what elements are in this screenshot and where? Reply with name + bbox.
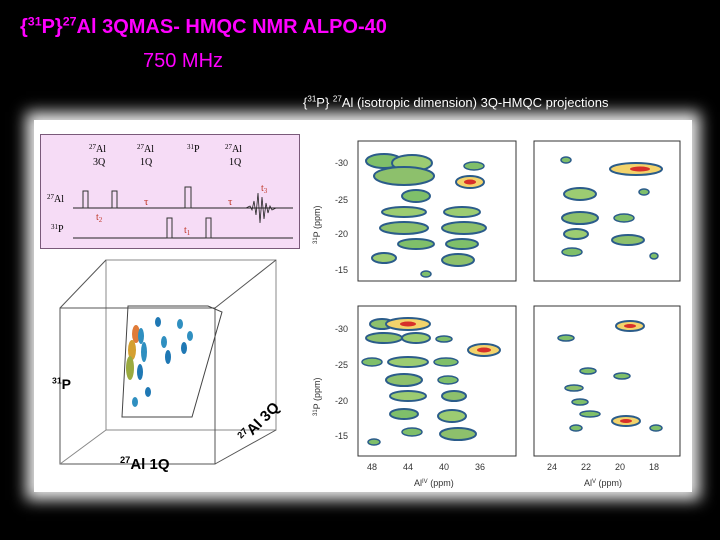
x-tick-left-4: 36	[475, 462, 485, 472]
spectrum-frame-top-right	[533, 140, 681, 282]
slide-title: {31P}27Al 3QMAS- HMQC NMR ALPO-40	[20, 14, 387, 38]
echo-signal	[245, 192, 277, 224]
contours-bottom-right	[557, 320, 663, 432]
cube-p-axis-label: 31P	[52, 375, 71, 392]
tau-label-1: τ	[144, 196, 149, 208]
y-tick-top-3: -20	[335, 229, 348, 239]
cube-al1q-axis-label: 27Al 1Q	[120, 455, 170, 473]
al-pi-pulse	[184, 186, 192, 209]
hmqc-projection-spectra: -30 -25 -20 -15 -30 -25 -20 -15 31P (ppm…	[304, 136, 690, 492]
x-tick-right-1: 24	[547, 462, 557, 472]
p-pulse-2	[205, 217, 212, 239]
y-tick-top-2: -25	[335, 195, 348, 205]
al-1q-pulse	[111, 190, 118, 209]
y-tick-bottom-3: -20	[335, 396, 348, 406]
al-3q-pulse	[82, 190, 89, 209]
x-tick-right-2: 22	[581, 462, 591, 472]
projection-caption: {31P} 27Al (isotropic dimension) 3Q-HMQC…	[303, 94, 609, 110]
x-axis-label-right: AlV (ppm)	[584, 478, 622, 488]
y-tick-top-4: -15	[335, 265, 348, 275]
t3-label: t3	[261, 183, 268, 195]
pulse-sequence-svg: 27Al 3Q 27Al 1Q 31P 27Al 1Q 27Al 31P t2	[47, 143, 293, 239]
t2-label: t2	[96, 212, 103, 224]
tau-label-2: τ	[228, 196, 233, 208]
x-tick-left-1: 48	[367, 462, 377, 472]
header-3q: 3Q	[93, 157, 106, 168]
header-al-1q-b: 27Al	[225, 143, 242, 155]
header-p: 31P	[187, 143, 200, 155]
header-1q: 1Q	[140, 157, 153, 168]
channel-al-label: 27Al	[47, 193, 64, 205]
pulse-sequence-diagram: 27Al 3Q 27Al 1Q 31P 27Al 1Q 27Al 31P t2	[40, 134, 300, 249]
y-tick-bottom-1: -30	[335, 324, 348, 334]
cube-svg	[59, 259, 277, 465]
y-axis-label-bottom: 31P (ppm)	[312, 377, 322, 416]
y-tick-bottom-2: -25	[335, 360, 348, 370]
spectrum-frame-bottom-left	[357, 305, 517, 457]
x-tick-left-2: 44	[403, 462, 413, 472]
spectrum-frame-bottom-right	[533, 305, 681, 457]
cube-peaks	[126, 317, 193, 407]
y-tick-top-1: -30	[335, 158, 348, 168]
channel-p-label: 31P	[51, 223, 64, 235]
header-al-1q: 27Al	[137, 143, 154, 155]
contours-top-right	[560, 156, 663, 260]
contours-bottom-left	[361, 317, 501, 446]
header-1q-b: 1Q	[229, 157, 242, 168]
x-tick-right-3: 20	[615, 462, 625, 472]
x-axis-label-left: AlIV (ppm)	[414, 478, 454, 488]
field-strength: 750 MHz	[143, 50, 224, 72]
3d-spectrum-cube: 31P 27Al 1Q 27Al 3Q	[40, 252, 310, 484]
x-tick-right-4: 18	[649, 462, 659, 472]
x-tick-left-3: 40	[439, 462, 449, 472]
header-al-3q: 27Al	[89, 143, 106, 155]
spectra-svg: -30 -25 -20 -15 -30 -25 -20 -15 31P (ppm…	[312, 140, 681, 488]
y-axis-label-top: 31P (ppm)	[312, 205, 322, 244]
figure-panel: 27Al 3Q 27Al 1Q 31P 27Al 1Q 27Al 31P t2	[34, 120, 692, 492]
p-pulse-1	[166, 217, 173, 239]
y-tick-bottom-4: -15	[335, 431, 348, 441]
t1-label: t1	[184, 225, 191, 237]
contours-top-left	[365, 153, 487, 278]
